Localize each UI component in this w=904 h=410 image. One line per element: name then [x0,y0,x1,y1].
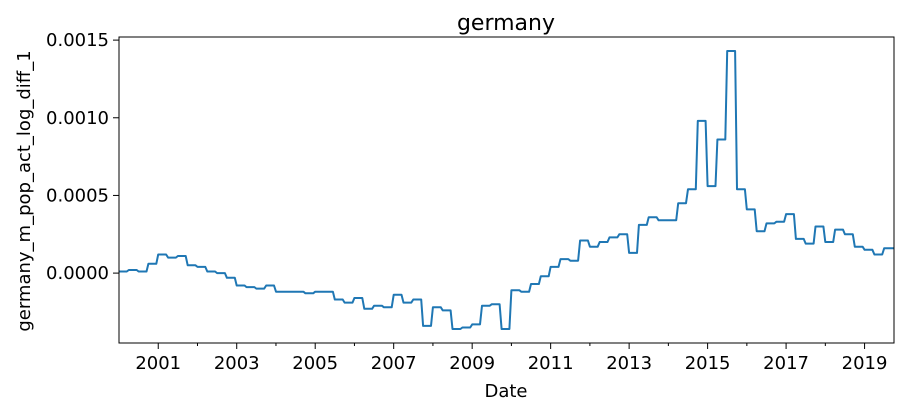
plot-frame [118,36,895,344]
x-tick-label: 2007 [371,353,417,374]
y-tick-label: 0.0015 [46,30,109,51]
chart-title: germany [457,11,555,36]
x-tick-label: 2005 [292,353,338,374]
x-tick-label: 2017 [763,353,809,374]
x-tick-label: 2003 [214,353,260,374]
x-tick-label: 2009 [449,353,495,374]
x-axis-title: Date [484,381,527,402]
x-axis: 2001 2003 2005 2007 2009 2011 2013 2015 2017 2019 [135,343,887,374]
x-tick-label: 2011 [528,353,574,374]
y-axis: 0.0000 0.0005 0.0010 0.0015 [46,30,119,284]
x-tick-label: 2013 [606,353,652,374]
y-axis-title: germany_m_pop_act_log_diff_1 [14,50,35,331]
series-line [119,50,894,330]
y-tick-label: 0.0005 [46,185,109,206]
x-tick-label: 2015 [685,353,731,374]
x-tick-label: 2019 [842,353,888,374]
y-tick-label: 0.0000 [46,263,109,284]
x-tick-label: 2001 [135,353,181,374]
y-tick-label: 0.0010 [46,108,109,129]
